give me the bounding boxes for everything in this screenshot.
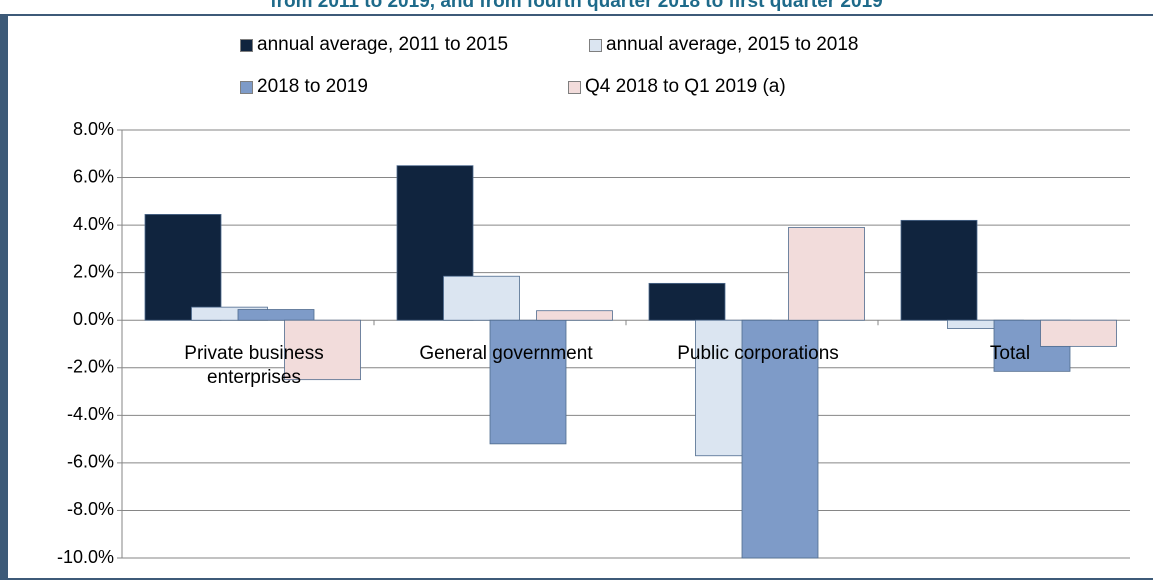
- y-tick-label: -2.0%: [67, 357, 114, 377]
- y-tick-label: 2.0%: [73, 261, 114, 281]
- legend-swatch: [240, 38, 253, 52]
- bar: [144, 214, 222, 321]
- bar: [237, 309, 315, 321]
- bar: [741, 319, 819, 559]
- bar: [443, 275, 520, 321]
- legend-swatch: [589, 38, 602, 52]
- bar: [489, 319, 567, 445]
- y-tick-label: -8.0%: [67, 499, 114, 519]
- legend-swatch: [240, 80, 253, 94]
- legend-label: Q4 2018 to Q1 2019 (a): [585, 76, 786, 97]
- legend-item: 2018 to 2019: [240, 76, 368, 98]
- x-tick-label: Total: [989, 343, 1031, 365]
- legend-label: 2018 to 2019: [257, 76, 368, 97]
- bar: [648, 282, 726, 321]
- legend-item: Q4 2018 to Q1 2019 (a): [568, 76, 786, 98]
- bar: [788, 227, 865, 321]
- y-tick-label: -6.0%: [67, 452, 114, 472]
- x-tick-label: Private business enterprises: [184, 343, 324, 389]
- y-tick-label: 6.0%: [73, 166, 114, 186]
- chart-frame: [0, 14, 1153, 580]
- x-tick-label: General government: [419, 343, 593, 365]
- bar: [536, 310, 613, 321]
- y-tick-label: 4.0%: [73, 214, 114, 234]
- bar: [1040, 319, 1117, 347]
- bar: [284, 319, 361, 381]
- y-tick-label: -10.0%: [57, 547, 114, 567]
- y-tick-label: 8.0%: [73, 119, 114, 139]
- legend-label: annual average, 2011 to 2015: [257, 34, 509, 55]
- legend-label: annual average, 2015 to 2018: [606, 34, 859, 55]
- bar: [900, 219, 978, 321]
- legend-item: annual average, 2015 to 2018: [589, 34, 859, 56]
- chart-title: from 2011 to 2019, and from fourth quart…: [270, 0, 883, 12]
- y-tick-label: 0.0%: [73, 309, 114, 329]
- legend-swatch: [568, 80, 581, 94]
- y-tick-label: -4.0%: [67, 404, 114, 424]
- x-tick-label: Public corporations: [677, 343, 839, 365]
- legend-item: annual average, 2011 to 2015: [240, 34, 508, 56]
